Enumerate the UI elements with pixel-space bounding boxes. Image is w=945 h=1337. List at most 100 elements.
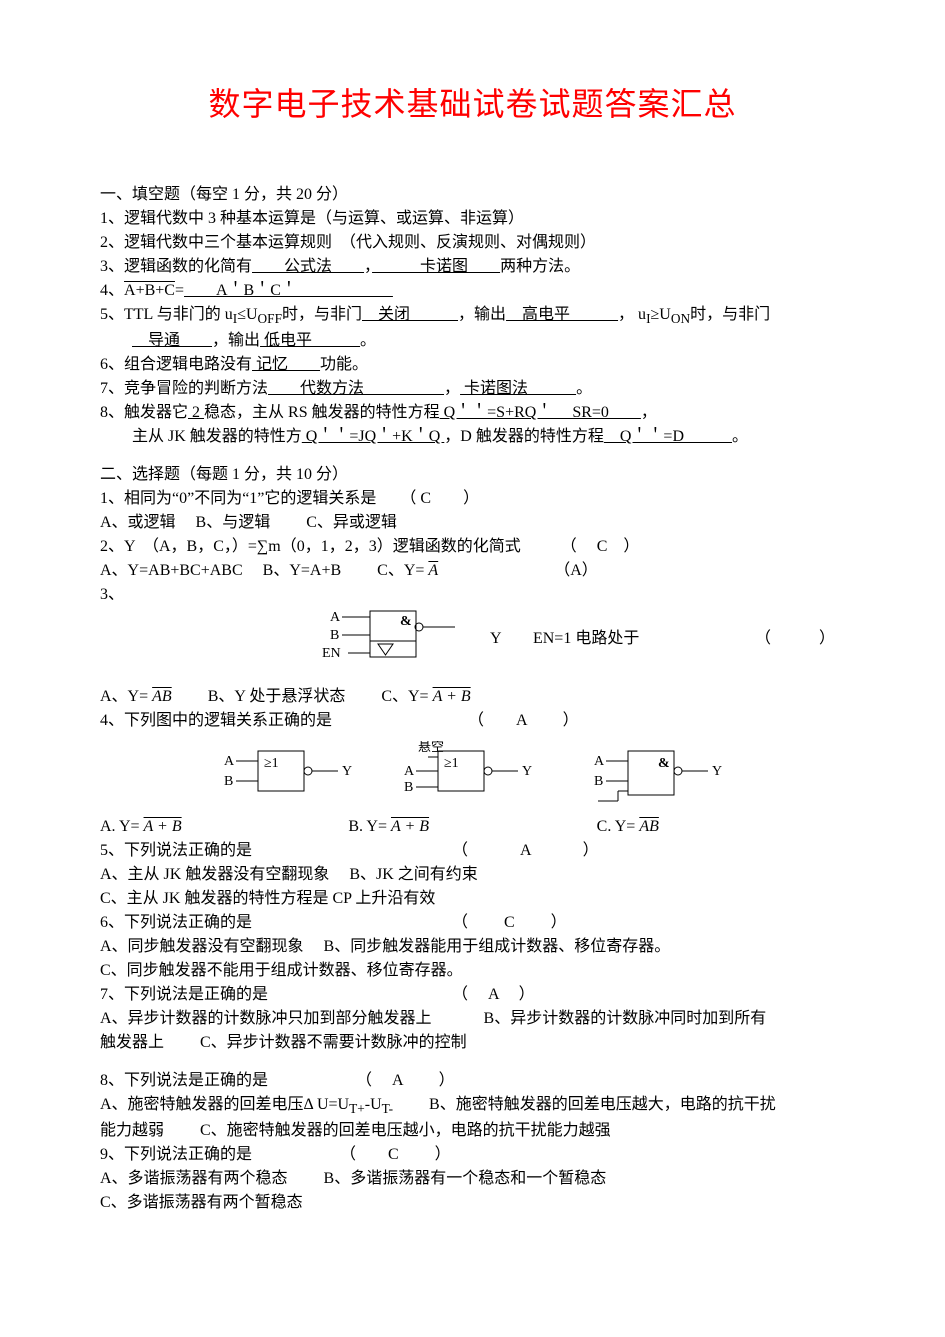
s2-q2-opts: A、Y=AB+BC+ABC B、Y=A+B C、Y= A （A） bbox=[100, 559, 845, 583]
s2-q2-opts-b: （A） bbox=[438, 562, 598, 579]
s1-q6-blank: 记忆 bbox=[252, 356, 320, 373]
s1-q5-line2-b: 。 bbox=[360, 332, 376, 349]
s2-q3-opts-b: B、Y 处于悬浮状态 C、Y= bbox=[172, 688, 433, 705]
s1-q5-line2-blank2: 低电平 bbox=[260, 332, 360, 349]
gate-diagram-a: A B ≥1 Y bbox=[218, 741, 358, 807]
page-title: 数字电子技术基础试卷试题答案汇总 bbox=[100, 80, 845, 128]
s1-q4: 4、A+B+C= A＇B＇C＇ bbox=[100, 279, 845, 303]
s2-q6-l2: C、同步触发器不能用于组成计数器、移位寄存器。 bbox=[100, 959, 845, 983]
s2-q3: 3、 bbox=[100, 583, 845, 607]
s1-q5-a: 5、TTL 与非门的 u bbox=[100, 306, 233, 323]
gB-in-b: B bbox=[404, 780, 413, 795]
s1-q8-line2-blank2: Q＇＇=D bbox=[604, 428, 732, 445]
gate-input-en: EN bbox=[322, 646, 341, 661]
s1-q3-blank1: 公式法 bbox=[252, 258, 364, 275]
gB-float-label: 悬空 bbox=[418, 741, 444, 754]
s1-q5-e: ， u bbox=[618, 306, 646, 323]
s1-q8-line2-blank1: Q＇＇=JQ＇+K＇Q bbox=[302, 428, 445, 445]
s2-q3-opts: A、Y= AB B、Y 处于悬浮状态 C、Y= A + B bbox=[100, 685, 845, 709]
s2-q8-l1: A、施密特触发器的回差电压Δ U=UT+-UT- B、施密特触发器的回差电压越大… bbox=[100, 1093, 845, 1119]
s2-q7-l1: A、异步计数器的计数脉冲只加到部分触发器上 B、异步计数器的计数脉冲同时加到所有 bbox=[100, 1007, 845, 1031]
s2-q6: 6、下列说法正确的是 （ C ） bbox=[100, 911, 845, 935]
gate-input-a: A bbox=[330, 610, 341, 625]
s2-q9-l1: A、多谐振荡器有两个稳态 B、多谐振荡器有一个稳态和一个暂稳态 bbox=[100, 1167, 845, 1191]
s1-q5-b: ≤U bbox=[237, 306, 257, 323]
s1-q8-line2-c: 。 bbox=[732, 428, 748, 445]
s2-q3-paren: （ ） bbox=[755, 627, 835, 651]
s2-q8: 8、下列说法是正确的是 （ A ） bbox=[100, 1069, 845, 1093]
s1-q7-blank2: 卡诺图法 bbox=[460, 380, 576, 397]
q4-oB-pre: B. Y= bbox=[348, 818, 391, 835]
s2-q2-opts-a: A、Y=AB+BC+ABC B、Y=A+B C、Y= bbox=[100, 562, 428, 579]
s1-q5-d: ，输出 bbox=[458, 306, 506, 323]
s2-q5: 5、下列说法正确的是 （ A ） bbox=[100, 839, 845, 863]
s2-q8-l2: 能力越弱 C、施密特触发器的回差电压越小，电路的抗干扰能力越强 bbox=[100, 1119, 845, 1143]
s2-q7: 7、下列说法是正确的是 （ A ） bbox=[100, 983, 845, 1007]
s2-q3-diagram-label: Y EN=1 电路处于 bbox=[490, 627, 639, 651]
s2-q8-l1-b: -U bbox=[365, 1096, 382, 1113]
s2-q9-l2: C、多谐振荡器有两个暂稳态 bbox=[100, 1191, 845, 1215]
s1-q3-text-c: 两种方法。 bbox=[500, 258, 580, 275]
gB-in-a: A bbox=[404, 764, 415, 779]
s1-q3: 3、逻辑函数的化简有 公式法 ， 卡诺图 两种方法。 bbox=[100, 255, 845, 279]
s1-q8-b: 稳态，主从 RS 触发器的特性方程 bbox=[204, 404, 440, 421]
s1-q4-blank: A＇B＇C＇ bbox=[184, 282, 393, 299]
s2-q5-l1: A、主从 JK 触发器没有空翻现象 B、JK 之间有约束 bbox=[100, 863, 845, 887]
s2-q1-opts: A、或逻辑 B、与逻辑 C、异或逻辑 bbox=[100, 511, 845, 535]
s1-q7-a: 7、竞争冒险的判断方法 bbox=[100, 380, 268, 397]
s1-q7-c: 。 bbox=[576, 380, 592, 397]
s1-q5-sub4: ON bbox=[671, 311, 690, 326]
gA-in-b: B bbox=[224, 774, 233, 789]
gA-in-a: A bbox=[224, 754, 235, 769]
s1-q6-b: 功能。 bbox=[320, 356, 368, 373]
q4-oA-pre: A. Y= bbox=[100, 818, 144, 835]
s2-q8-l1-a: A、施密特触发器的回差电压Δ U=U bbox=[100, 1096, 349, 1113]
s1-q4-overline: A+B+C bbox=[124, 279, 175, 303]
section2-heading: 二、选择题（每题 1 分，共 10 分） bbox=[100, 463, 845, 487]
s1-q8-a: 8、触发器它 bbox=[100, 404, 188, 421]
tristate-gate-diagram: A B EN & bbox=[320, 607, 490, 671]
s1-q5-c: 时，与非门 bbox=[282, 306, 362, 323]
gate-diagram-c: A B & Y bbox=[588, 741, 728, 807]
s1-q8-line2-a: 主从 JK 触发器的特性方 bbox=[132, 428, 302, 445]
s1-q8-line2-b: ，D 触发器的特性方程 bbox=[444, 428, 604, 445]
s1-q5-g: 时，与非门 bbox=[690, 306, 770, 323]
s2-q3-diagram-row: A B EN & Y EN=1 电路处于 （ ） bbox=[320, 607, 845, 671]
s2-q3-opts-ov1: AB bbox=[152, 685, 172, 709]
section1-heading: 一、填空题（每空 1 分，共 20 分） bbox=[100, 183, 845, 207]
gA-out: Y bbox=[342, 764, 352, 779]
s1-q8: 8、触发器它 2 稳态，主从 RS 触发器的特性方程 Q＇＇=S+RQ＇ SR=… bbox=[100, 401, 845, 425]
gC-sym: & bbox=[658, 756, 670, 771]
s1-q3-blank2: 卡诺图 bbox=[372, 258, 500, 275]
s1-q7-b: ， bbox=[444, 380, 460, 397]
gate-symbol: & bbox=[400, 614, 412, 629]
s2-q2: 2、Y （A，B，C，）=∑m（0，1，2，3）逻辑函数的化简式 （ C ） bbox=[100, 535, 845, 559]
s1-q4-text-a: 4、 bbox=[100, 282, 124, 299]
s1-q8-blank1: Q＇＇=S+RQ＇ SR=0 bbox=[440, 404, 641, 421]
s1-q5-line2-blank1: 导通 bbox=[132, 332, 212, 349]
s1-q4-text-b: = bbox=[175, 282, 184, 299]
s1-q1: 1、逻辑代数中 3 种基本运算是（与运算、或运算、非运算） bbox=[100, 207, 845, 231]
s1-q7-blank1: 代数方法 bbox=[268, 380, 444, 397]
s2-q2-opts-ov: A bbox=[428, 559, 438, 583]
s2-q8-l1-c: B、施密特触发器的回差电压越大，电路的抗干扰 bbox=[393, 1096, 776, 1113]
s2-q3-opts-a: A、Y= bbox=[100, 688, 152, 705]
s1-q5-blank2: 高电平 bbox=[506, 306, 618, 323]
s1-q5-blank1: 关闭 bbox=[362, 306, 458, 323]
s2-q4: 4、下列图中的逻辑关系正确的是 （ A ） bbox=[100, 709, 845, 733]
s1-q3-text-a: 3、逻辑函数的化简有 bbox=[100, 258, 252, 275]
s1-q6: 6、组合逻辑电路没有 记忆 功能。 bbox=[100, 353, 845, 377]
gA-sym: ≥1 bbox=[264, 756, 279, 771]
gate-input-b: B bbox=[330, 628, 339, 643]
s1-q5-sub2: OFF bbox=[258, 311, 282, 326]
q4-oA-ov: A + B bbox=[144, 815, 182, 839]
s2-q9: 9、下列说法正确的是 （ C ） bbox=[100, 1143, 845, 1167]
s1-q7: 7、竞争冒险的判断方法 代数方法 ， 卡诺图法 。 bbox=[100, 377, 845, 401]
gC-in-a: A bbox=[594, 754, 605, 769]
s1-q5-line2-a: ，输出 bbox=[212, 332, 260, 349]
s1-q2: 2、逻辑代数中三个基本运算规则 （代入规则、反演规则、对偶规则） bbox=[100, 231, 845, 255]
s2-q8-l1-sub2: T- bbox=[382, 1101, 393, 1116]
s2-q5-l2: C、主从 JK 触发器的特性方程是 CP 上升沿有效 bbox=[100, 887, 845, 911]
s2-q7-l2: 触发器上 C、异步计数器不需要计数脉冲的控制 bbox=[100, 1031, 845, 1055]
gC-in-b: B bbox=[594, 774, 603, 789]
